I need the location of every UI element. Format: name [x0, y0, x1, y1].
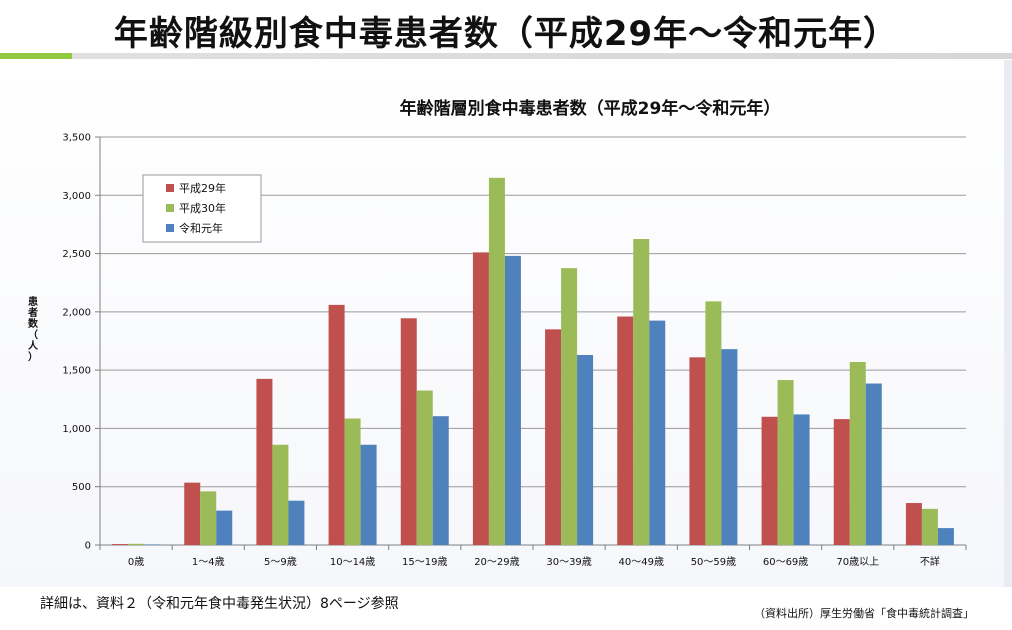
bar [705, 301, 722, 545]
y-axis-label: 患者数（人） [27, 295, 39, 363]
bar [721, 349, 738, 545]
x-tick-label: 不詳 [920, 555, 940, 568]
x-tick-label: 30～39歳 [546, 556, 591, 568]
bar [689, 357, 706, 545]
bar [200, 491, 217, 545]
bar [577, 354, 594, 545]
bar [937, 528, 954, 545]
x-tick-label: 40～49歳 [619, 556, 664, 568]
bar [777, 380, 794, 545]
bar [504, 255, 521, 545]
legend-label: 平成29年 [179, 181, 226, 195]
slide-title: 年齢階級別食中毒患者数（平成29年～令和元年） [113, 14, 899, 54]
y-tick-label: 0 [85, 541, 91, 552]
bar [288, 500, 305, 545]
bar [128, 543, 145, 545]
source-note: （資料出所）厚生労働省「食中毒統計調査」 [754, 607, 974, 620]
bar [416, 390, 433, 545]
bar [617, 316, 634, 545]
bar [184, 482, 201, 545]
x-tick-label: 1～4歳 [192, 556, 225, 568]
y-axis-label-text: 患者数（人） [27, 295, 39, 363]
bar [472, 252, 489, 546]
bar [905, 503, 922, 545]
legend-swatch [166, 224, 174, 232]
footnote: 詳細は、資料２（令和元年食中毒発生状況）8ページ参照 [40, 596, 399, 612]
title-underline-bar [0, 53, 1012, 59]
legend-label: 平成30年 [179, 201, 226, 215]
bar [649, 320, 666, 545]
bar [488, 177, 505, 546]
chart-title: 年齢階層別食中毒患者数（平成29年～令和元年） [400, 98, 781, 119]
bar [256, 378, 273, 545]
y-axis-ticks: 0 500 1,000 1,500 2,000 2,500 3,000 3,500 [62, 133, 100, 552]
x-tick-label: 70歳以上 [836, 556, 879, 568]
bar [921, 508, 938, 545]
bar [216, 510, 233, 545]
x-tick-label: 20～29歳 [474, 556, 519, 568]
bar [865, 383, 882, 545]
x-tick-label: 5～9歳 [264, 556, 297, 568]
x-tick-label: 50～59歳 [691, 556, 736, 568]
bar [633, 239, 650, 545]
bar [344, 418, 361, 545]
bar-chart: 年齢階層別食中毒患者数（平成29年～令和元年） 0 500 1,000 1,500 2,… [27, 98, 967, 568]
bar [328, 304, 345, 545]
y-tick-label: 1,000 [62, 424, 91, 435]
bar [849, 361, 866, 545]
x-tick-label: 15～19歳 [402, 556, 447, 568]
legend-label: 令和元年 [179, 221, 223, 235]
bar [545, 329, 562, 545]
legend-box [142, 174, 262, 243]
chart-panel: 年齢階層別食中毒患者数（平成29年～令和元年） 0 500 1,000 1,500 2,… [0, 60, 1012, 587]
bar [793, 414, 810, 545]
legend-swatch [166, 184, 174, 192]
y-tick-label: 2,500 [62, 249, 91, 260]
y-tick-label: 500 [72, 482, 91, 493]
x-tick-label: 0歳 [128, 556, 144, 568]
x-axis-ticks: 0歳 1～4歳 5～9歳 10～14歳 15～19歳 20～29歳 30～39歳 40～49歳… [99, 545, 967, 568]
x-tick-label: 10～14歳 [330, 556, 375, 568]
x-tick-label: 60～69歳 [763, 556, 808, 568]
bar [144, 544, 161, 545]
y-tick-label: 2,000 [62, 307, 91, 318]
panel-edge [1004, 60, 1012, 587]
bar [112, 544, 129, 545]
y-tick-label: 1,500 [62, 366, 91, 377]
bar [360, 444, 377, 545]
bar [400, 318, 417, 545]
bars [112, 177, 954, 546]
bar [561, 268, 578, 545]
legend-swatch [166, 204, 174, 212]
bar [432, 416, 449, 545]
y-tick-label: 3,500 [62, 133, 91, 144]
bar [833, 419, 850, 545]
bar [272, 444, 289, 545]
y-tick-label: 3,000 [62, 191, 91, 202]
bar [761, 416, 778, 545]
